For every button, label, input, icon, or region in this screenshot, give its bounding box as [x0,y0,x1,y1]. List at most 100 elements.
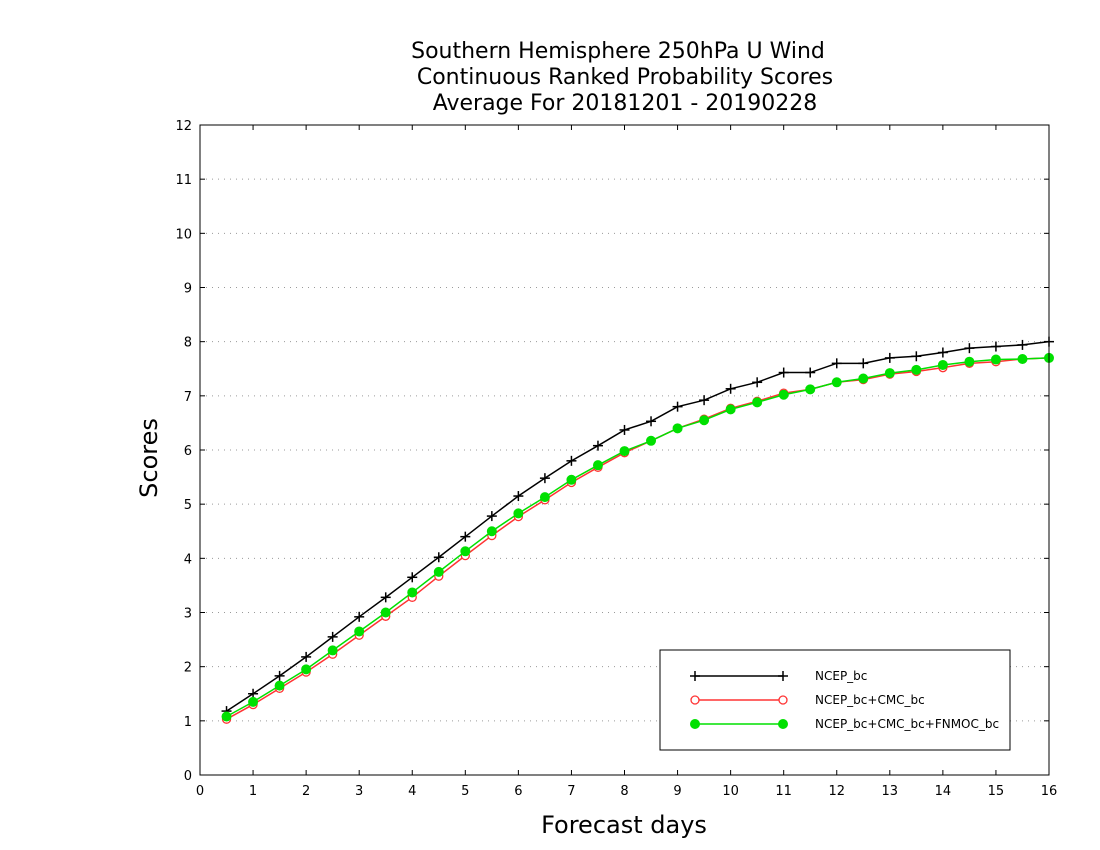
x-tick-label: 9 [673,784,681,799]
data-point [354,611,365,622]
data-point [1017,339,1028,350]
data-point [858,373,869,384]
data-point [690,671,700,681]
data-point [1017,354,1028,364]
data-point [513,491,524,502]
data-point [327,645,338,656]
data-point [301,651,312,662]
data-point [539,473,550,484]
data-point [672,401,683,412]
data-point [690,695,700,705]
x-tick-label: 3 [355,784,363,799]
y-tick-label: 0 [184,769,192,784]
data-point [274,670,285,681]
y-tick-label: 3 [184,607,192,622]
x-tick-label: 13 [882,784,899,799]
data-point [937,347,948,358]
chart-title-line-3: Average For 20181201 - 20190228 [433,91,818,116]
data-point [513,508,524,519]
data-point [911,351,922,362]
data-point [566,455,577,466]
data-point [858,358,869,369]
data-point [778,389,789,400]
data-point [990,341,1001,352]
series-3 [221,352,1054,722]
y-tick-label: 5 [184,498,192,513]
data-point [725,383,736,394]
y-tick-label: 2 [184,661,192,676]
data-point [619,424,630,435]
data-point [619,446,630,457]
data-point [221,711,232,722]
legend-item: NCEP_bc+CMC_bc [690,693,925,707]
data-point [752,397,763,408]
data-point [778,367,789,378]
y-tick-label: 6 [184,444,192,459]
data-point [433,552,444,563]
data-point [831,358,842,369]
x-tick-label: 14 [935,784,952,799]
y-tick-label: 11 [175,173,192,188]
data-point [380,607,391,618]
x-tick-label: 8 [620,784,628,799]
data-point [990,354,1001,365]
data-point [486,511,497,522]
data-point [301,664,312,675]
x-axis-label: Forecast days [541,811,707,839]
data-point [592,440,603,451]
data-point [460,531,471,542]
data-point [752,377,763,388]
data-point [646,435,657,446]
x-tick-label: 10 [722,784,739,799]
data-point [274,680,285,691]
data-point [460,546,471,557]
data-point [778,695,788,705]
y-tick-label: 9 [184,282,192,297]
legend: NCEP_bc NCEP_bc+CMC_bc NCEP_bc+CMC_bc+FNMO… [659,649,1011,751]
data-point [964,356,975,367]
data-point [327,631,338,642]
legend-label: NCEP_bc+CMC_bc+FNMOC_bc [815,717,999,731]
data-point [884,352,895,363]
x-tick-label: 12 [828,784,845,799]
data-point [911,364,922,375]
x-tick-label: 11 [775,784,792,799]
x-tick-label: 0 [196,784,204,799]
data-point [248,696,259,707]
data-point [539,492,550,503]
data-point [407,572,418,583]
x-tick-label: 4 [408,784,416,799]
x-tick-label: 1 [249,784,257,799]
data-point [672,423,683,434]
data-point [407,587,418,598]
x-tick-label: 7 [567,784,575,799]
legend-items: NCEP_bc NCEP_bc+CMC_bc NCEP_bc+CMC_bc+FNMO… [690,669,999,731]
y-tick-label: 8 [184,336,192,351]
chart-title-line-2: Continuous Ranked Probability Scores [417,65,833,90]
legend-item: NCEP_bc+CMC_bc+FNMOC_bc [690,717,999,731]
data-point [646,416,657,427]
data-point [433,566,444,577]
series-layer [221,336,1054,724]
x-tick-label: 15 [988,784,1005,799]
y-tick-label: 12 [175,119,192,134]
data-point [592,460,603,471]
data-point [778,719,788,729]
y-axis-label: Scores [135,418,163,498]
x-tick-label: 16 [1041,784,1058,799]
data-point [937,359,948,370]
legend-label: NCEP_bc+CMC_bc [815,693,925,707]
y-tick-label: 1 [184,715,192,730]
data-point [884,368,895,379]
data-point [964,343,975,354]
legend-label: NCEP_bc [815,669,867,683]
data-point [566,474,577,485]
data-point [778,671,788,681]
data-point [699,415,710,426]
y-tick-label: 7 [184,390,192,405]
data-point [354,626,365,637]
x-tick-label: 5 [461,784,469,799]
data-point [805,367,816,378]
